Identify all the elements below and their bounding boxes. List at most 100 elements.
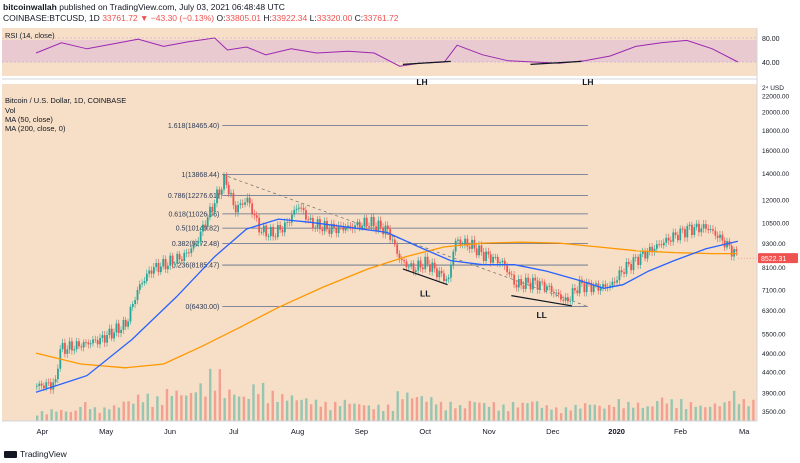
candle-body: [167, 265, 169, 270]
candle-body: [510, 274, 513, 276]
volume-bar: [492, 402, 496, 421]
candle-body: [330, 223, 333, 234]
candle-body: [52, 382, 55, 390]
candle-body: [326, 220, 328, 230]
volume-bar: [69, 411, 73, 421]
candle-body: [148, 270, 151, 274]
x-tick-label: Ma: [739, 427, 750, 436]
candle-body: [707, 228, 710, 231]
candle-body: [220, 189, 223, 195]
candle-body: [679, 228, 682, 241]
candle-body: [361, 225, 363, 229]
candle-body: [595, 283, 597, 285]
rsi-tick-label: 40.00: [762, 60, 780, 67]
volume-bar: [728, 401, 731, 421]
candle-body: [354, 225, 356, 229]
volume-bar: [555, 407, 558, 421]
y-tick-label: 4900.00: [762, 351, 786, 358]
volume-bar: [444, 410, 447, 421]
fib-level-label: 0.382(9272.48): [172, 241, 219, 248]
candle-body: [342, 226, 345, 231]
volume-bar: [617, 399, 621, 421]
candle-body: [543, 282, 546, 291]
volume-bar: [396, 391, 399, 421]
volume-bar: [151, 406, 154, 421]
candle-body: [94, 339, 97, 341]
fib-level-label: 0.236(8185.47): [172, 263, 219, 270]
candle-body: [716, 235, 719, 238]
candle-body: [562, 299, 565, 301]
candle-body: [192, 244, 195, 249]
volume-bar: [521, 402, 524, 421]
volume-bar: [531, 401, 534, 421]
volume-bar: [180, 395, 183, 421]
candle-body: [452, 251, 455, 265]
volume-bar: [108, 409, 111, 421]
x-tick-label: 2020: [608, 427, 625, 436]
rsi-trendline: [402, 60, 451, 65]
candle-body: [560, 294, 562, 300]
volume-bar: [218, 369, 222, 421]
candle-body: [279, 225, 282, 230]
candle-body: [246, 197, 249, 203]
volume-bar: [372, 409, 375, 421]
candle-body: [237, 204, 239, 213]
tradingview-footer[interactable]: TradingView: [4, 449, 67, 459]
candle-body: [578, 279, 581, 294]
candle-body: [57, 368, 59, 380]
rsi-label: RSI (14, close): [5, 31, 55, 40]
candle-body: [253, 213, 256, 216]
candle-body: [225, 174, 228, 185]
volume-bar: [420, 396, 423, 421]
candle-body: [705, 224, 707, 229]
fib-level-label: 0(6430.00): [185, 304, 219, 311]
candle-body: [550, 285, 553, 292]
price-change: 33761.72 ▼ −43.30 (−0.13%): [102, 13, 215, 23]
candle-body: [714, 230, 717, 236]
volume-bar: [386, 404, 390, 421]
volume-bar: [247, 398, 250, 421]
candle-body: [40, 383, 43, 386]
y-tick-label: 5500.00: [762, 331, 786, 338]
candle-body: [590, 282, 593, 293]
candle-body: [660, 244, 663, 246]
candle-body: [213, 203, 216, 212]
candle-body: [702, 224, 705, 229]
candle-body: [492, 256, 495, 263]
candle-body: [211, 206, 214, 212]
volume-bar: [40, 411, 44, 421]
volume-bar: [559, 413, 563, 421]
volume-bar: [175, 390, 178, 421]
volume-bar: [132, 403, 135, 421]
volume-bar: [257, 394, 260, 421]
price-chart[interactable]: RSI (14, close) 80.00 40.00 LH LH Bitcoin / U…: [0, 26, 800, 444]
candle-body: [719, 234, 721, 238]
candle-body: [417, 260, 420, 271]
candle-body: [286, 222, 289, 223]
candle-body: [620, 270, 623, 273]
volume-bar: [689, 402, 693, 421]
candle-body: [478, 245, 480, 256]
candle-body: [407, 266, 410, 268]
last-price-tag: [758, 253, 798, 264]
candle-body: [391, 239, 394, 241]
candle-body: [426, 256, 429, 265]
chart-header: bitcoinwallah published on TradingView.c…: [3, 2, 797, 26]
candle-body: [309, 217, 312, 220]
rsi-tick-label: 80.00: [762, 36, 780, 43]
candle-body: [328, 229, 331, 234]
volume-bar: [185, 395, 188, 421]
candle-body: [464, 238, 466, 245]
candle-body: [169, 255, 172, 266]
volume-bar: [430, 397, 433, 421]
volume-bar: [641, 407, 645, 421]
volume-bar: [88, 409, 92, 421]
candle-body: [302, 207, 305, 211]
candle-body: [693, 227, 696, 235]
candle-body: [616, 280, 619, 283]
candle-body: [204, 224, 207, 228]
candle-body: [524, 277, 527, 289]
candle-body: [295, 208, 298, 210]
candle-body: [145, 273, 148, 282]
volume-bar: [314, 399, 318, 421]
